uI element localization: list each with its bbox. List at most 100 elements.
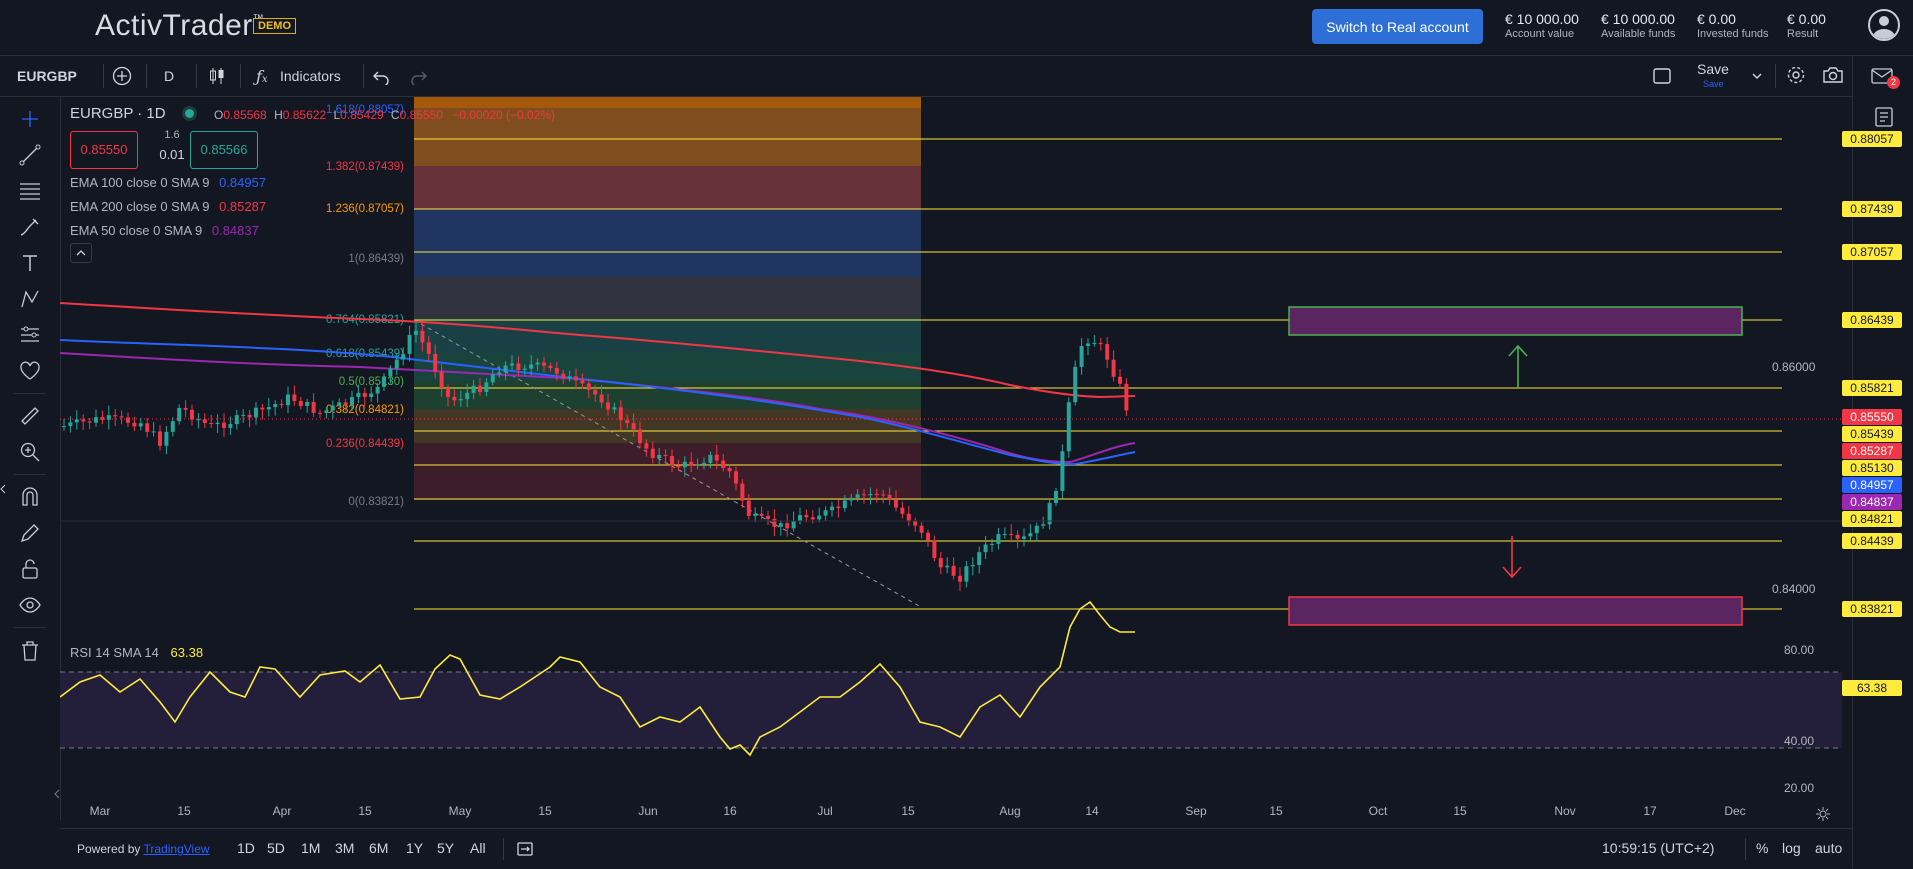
candle-body (439, 371, 444, 388)
undo-icon[interactable] (372, 67, 390, 85)
candles-icon[interactable] (207, 66, 227, 86)
text-tool-icon[interactable] (18, 251, 42, 275)
powered-by-text: Powered by (77, 842, 141, 856)
candle-body (849, 497, 854, 501)
fib-retracement-icon[interactable] (18, 179, 42, 203)
time-tick: Dec (1724, 804, 1746, 818)
powered-by: Powered by TradingView (77, 842, 210, 856)
ruler-icon[interactable] (18, 404, 42, 428)
axis-settings-icon[interactable] (1815, 806, 1831, 822)
candle-body (164, 431, 169, 446)
candle-body (868, 494, 873, 496)
collapse-legend-button[interactable] (70, 243, 92, 263)
percent-scale-toggle[interactable]: % (1756, 840, 1769, 856)
sell-price-button[interactable]: 0.85550 (70, 131, 138, 169)
fib-label-0: 0(0.83821) (348, 496, 404, 508)
fx-icon[interactable]: ƒx (256, 67, 268, 86)
scroll-left-icon[interactable] (53, 788, 61, 800)
zoom-in-icon[interactable] (18, 440, 42, 464)
available-funds-label: Available funds (1601, 28, 1676, 40)
favorites-heart-icon[interactable] (18, 359, 42, 383)
candle-body (778, 523, 783, 527)
candle-body (842, 500, 847, 509)
time-tick: Jul (817, 804, 833, 818)
candle-body (638, 429, 642, 444)
range-1y[interactable]: 1Y (406, 840, 424, 856)
auto-scale-toggle[interactable]: auto (1815, 840, 1843, 856)
ema50-value: 0.84837 (211, 223, 259, 238)
pattern-icon[interactable] (18, 287, 42, 311)
eye-icon[interactable] (18, 593, 42, 617)
candle-body (1079, 346, 1084, 367)
time-tick: 15 (1453, 804, 1467, 818)
crosshair-icon[interactable] (18, 107, 42, 131)
redo-icon[interactable] (410, 67, 428, 85)
range-5y[interactable]: 5Y (437, 840, 455, 856)
compare-add-icon[interactable] (112, 66, 132, 86)
candle-body (375, 386, 380, 394)
interval-button[interactable]: D (164, 68, 175, 84)
indicators-button[interactable]: Indicators (280, 68, 341, 84)
tradingview-link[interactable]: TradingView (143, 842, 210, 856)
candle-body (970, 565, 975, 567)
candle-body (510, 363, 514, 366)
candle-body (804, 515, 809, 518)
fib-trend-line[interactable] (413, 319, 922, 608)
time-tick: May (448, 804, 472, 818)
fib-label-05: 0.5(0.85130) (339, 376, 404, 388)
candle-body (644, 443, 649, 449)
candle-body (663, 454, 668, 457)
switch-to-real-button[interactable]: Switch to Real account (1312, 9, 1483, 44)
save-button[interactable]: Save (1697, 61, 1729, 77)
time-tick: Oct (1368, 804, 1388, 818)
candle-body (919, 525, 924, 533)
chevron-down-icon[interactable] (1751, 71, 1763, 81)
candle-body (446, 387, 450, 397)
brush-icon[interactable] (18, 215, 42, 239)
fib-zone-1618 (414, 108, 921, 166)
high-key: H (274, 108, 283, 122)
candle-body (932, 540, 937, 559)
range-5d[interactable]: 5D (267, 840, 285, 856)
candle-body (337, 402, 342, 406)
candle-body (983, 544, 988, 553)
arrow-up-icon[interactable] (1508, 344, 1528, 387)
lock-icon[interactable] (18, 557, 42, 581)
chart-area[interactable]: 1.618(0.88057) 1.382(0.87439) 1.236(0.87… (54, 97, 1902, 867)
date-range-icon[interactable] (516, 840, 534, 858)
settings-gear-icon[interactable] (1785, 64, 1807, 86)
magnet-icon[interactable] (18, 485, 42, 509)
app-logo[interactable]: ActivTrader™ (95, 9, 264, 43)
collapse-arrow-icon[interactable] (0, 483, 7, 495)
ohlc-values: O0.85568 H0.85622 L0.85429 C0.85550 −0.0… (214, 108, 555, 122)
user-avatar-icon[interactable] (1868, 9, 1900, 41)
log-scale-toggle[interactable]: log (1782, 840, 1801, 856)
range-6m[interactable]: 6M (369, 840, 389, 856)
fullscreen-icon[interactable] (1652, 66, 1672, 86)
arrow-down-icon[interactable] (1502, 536, 1522, 579)
candle-body (343, 402, 348, 405)
candle-body (708, 454, 713, 463)
chart-canvas[interactable]: 1.618(0.88057) 1.382(0.87439) 1.236(0.87… (60, 97, 1852, 867)
camera-icon[interactable] (1822, 65, 1844, 85)
range-all[interactable]: All (470, 840, 486, 856)
buy-price-button[interactable]: 0.85566 (190, 131, 258, 169)
range-1m[interactable]: 1M (301, 840, 321, 856)
price-tag: 0.87439 (1842, 201, 1902, 217)
symbol-search[interactable]: EURGBP (17, 68, 77, 84)
pencil-lock-icon[interactable] (18, 521, 42, 545)
range-1d[interactable]: 1D (237, 840, 255, 856)
open-key: O (214, 108, 224, 122)
trend-line-icon[interactable] (18, 143, 42, 167)
trash-icon[interactable] (18, 639, 42, 663)
open-value: 0.85568 (223, 108, 267, 122)
range-3m[interactable]: 3M (335, 840, 355, 856)
short-target-box[interactable] (1288, 596, 1743, 626)
news-icon[interactable] (1873, 106, 1895, 128)
drawing-toolbar (0, 97, 61, 820)
candle-body (881, 494, 886, 496)
long-target-box[interactable] (1288, 306, 1743, 336)
candle-body (535, 362, 540, 365)
prediction-icon[interactable] (18, 323, 42, 347)
candle-body (196, 419, 201, 421)
